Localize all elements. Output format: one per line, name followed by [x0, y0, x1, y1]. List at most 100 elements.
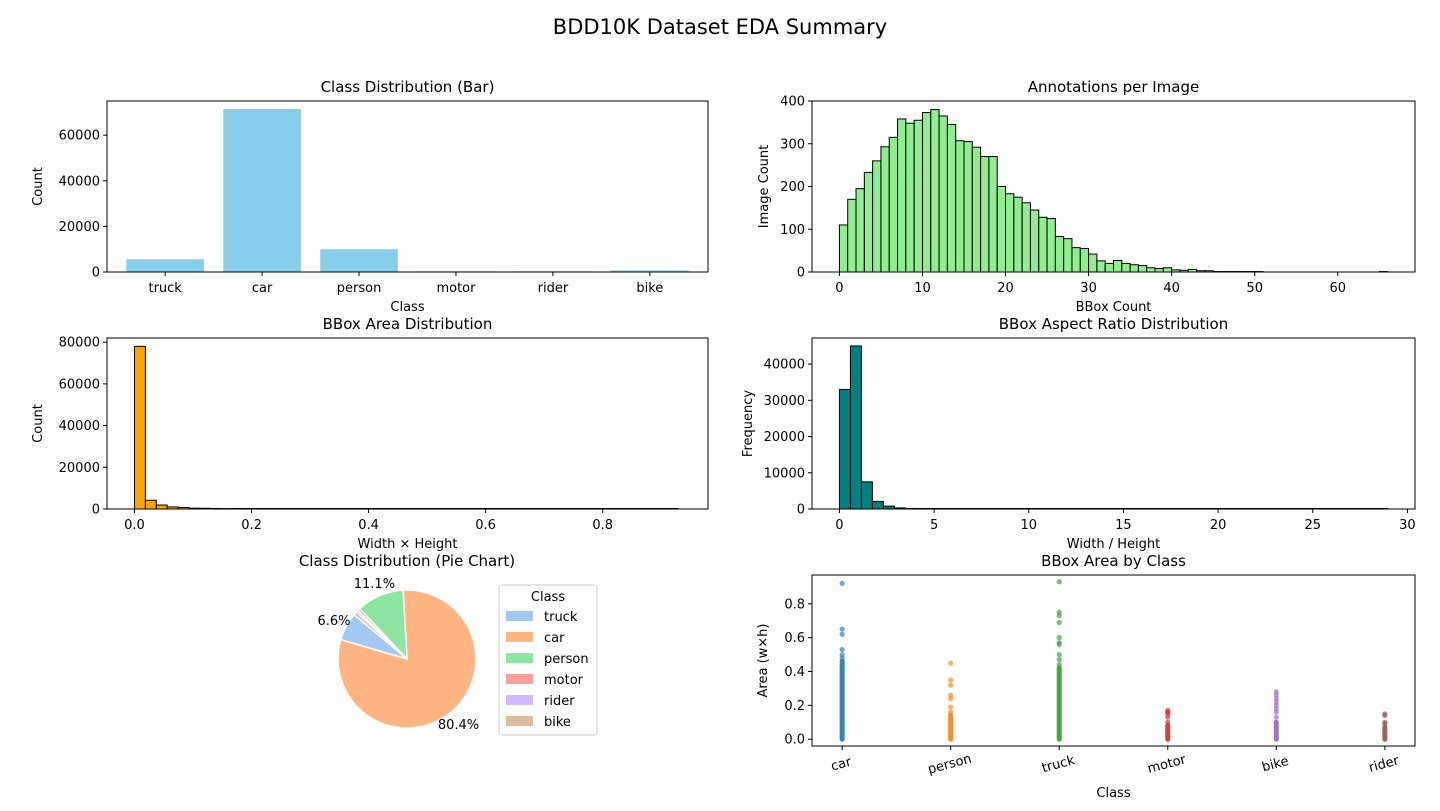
hist-bar — [897, 118, 907, 273]
class_bar-xtick-label: truck — [148, 281, 182, 296]
class_bar-ylabel: Count — [31, 167, 46, 206]
hist-bar — [913, 119, 923, 273]
area_hist-ytick-label: 80000 — [59, 336, 100, 351]
pie-legend-label-rider: rider — [544, 694, 575, 709]
point-truck — [1056, 651, 1062, 658]
class_bar-xtick-label: rider — [538, 281, 569, 296]
aspect_hist-ytick-label: 30000 — [764, 394, 805, 409]
hist-bar — [1088, 253, 1098, 273]
hist-bar — [849, 345, 862, 510]
hist-bar — [863, 171, 874, 273]
ann_hist-xlabel: BBox Count — [1076, 300, 1152, 315]
point-car — [839, 646, 845, 653]
area_hist-xtick-label: 0.4 — [358, 518, 379, 533]
pie-legend-swatch-motor — [506, 674, 533, 684]
hist-bar — [838, 388, 851, 510]
pie-legend-swatch-truck — [506, 611, 533, 621]
hist-bar — [1046, 218, 1056, 273]
hist-bar — [1013, 196, 1023, 273]
pie-legend-label-car: car — [544, 631, 565, 646]
pie-pct-truck: 6.6% — [317, 614, 350, 629]
hist-bar — [860, 481, 873, 510]
pie-legend-label-truck: truck — [544, 610, 578, 625]
ann_hist-ytick-label: 0 — [797, 266, 805, 281]
hist-bar — [905, 122, 915, 273]
hist-bar — [871, 500, 884, 510]
point-rider — [1382, 721, 1388, 727]
ann_hist-ytick-label: 100 — [780, 223, 805, 238]
pie-legend-swatch-person — [506, 653, 533, 663]
ann_hist-ytick-label: 300 — [780, 137, 805, 152]
pie-legend-label-motor: motor — [544, 673, 584, 688]
bar-bike — [611, 270, 689, 272]
point-person — [948, 682, 954, 688]
area_hist-xtick-label: 0.0 — [124, 518, 145, 533]
hist-bar — [1137, 265, 1148, 273]
hist-bar — [1063, 238, 1073, 273]
area_by_class-frame — [811, 574, 1416, 747]
ann_hist-xtick-label: 20 — [997, 281, 1014, 296]
pie-pct-car: 80.4% — [438, 718, 479, 733]
area_by_class-ytick-label: 0.6 — [784, 631, 805, 646]
hist-bar — [1104, 262, 1114, 273]
area_by_class-ytick-label: 0.2 — [784, 699, 805, 714]
figure-suptitle: BDD10K Dataset EDA Summary — [553, 15, 887, 39]
aspect_hist-xtick-label: 5 — [930, 518, 938, 533]
aspect_hist-xtick-label: 20 — [1210, 518, 1227, 533]
area_hist-xlabel: Width × Height — [358, 537, 458, 552]
class_bar-frame — [106, 100, 709, 273]
pie-legend-swatch-car — [506, 632, 533, 642]
aspect_hist-xtick-label: 15 — [1115, 518, 1132, 533]
aspect_hist-xtick-label: 30 — [1399, 518, 1416, 533]
pie-pct-person: 11.1% — [354, 577, 395, 592]
hist-bar — [1121, 262, 1131, 273]
pie-legend-label-person: person — [544, 652, 589, 667]
ann_hist-ytick-label: 400 — [780, 95, 805, 110]
point-bike — [1273, 709, 1279, 715]
point-truck — [1056, 662, 1062, 668]
point-car — [839, 626, 845, 632]
hist-bar — [980, 156, 990, 273]
class_bar-ytick-label: 20000 — [59, 220, 100, 235]
point-truck — [1056, 579, 1062, 585]
chart-class_bar: Class Distribution (Bar) 0 20000 40000 60000… — [31, 78, 709, 315]
hist-bar — [938, 115, 948, 273]
chart-area_hist: BBox Area Distribution 0 20000 40000 60000 80… — [31, 315, 709, 552]
ann_hist-xtick-label: 40 — [1163, 281, 1180, 296]
hist-bar — [1154, 268, 1164, 273]
ann_hist-xtick-label: 50 — [1246, 281, 1263, 296]
point-motor — [1165, 719, 1171, 725]
area_hist-ylabel: Count — [31, 404, 46, 443]
class_bar-xtick-label: person — [337, 281, 382, 296]
class_bar-ytick-label: 60000 — [59, 129, 100, 144]
point-person — [948, 677, 954, 683]
area_hist-ytick-label: 40000 — [59, 419, 100, 434]
class_pie-title: Class Distribution (Pie Chart) — [299, 552, 515, 570]
aspect_hist-xtick-label: 25 — [1304, 518, 1321, 533]
hist-bar — [1079, 247, 1090, 273]
hist-bar — [1162, 267, 1173, 273]
point-truck — [1056, 641, 1062, 648]
ann_hist-xtick-label: 30 — [1080, 281, 1097, 296]
point-person — [948, 709, 954, 715]
bar-person — [320, 249, 398, 272]
hist-bar — [1096, 260, 1106, 273]
point-motor — [1165, 714, 1171, 720]
aspect_hist-ytick-label: 20000 — [764, 430, 805, 445]
aspect_hist-ytick-label: 10000 — [764, 466, 805, 481]
point-truck — [1056, 613, 1062, 619]
area_hist-ytick-label: 20000 — [59, 461, 100, 476]
aspect_hist-xtick-label: 0 — [835, 518, 843, 533]
area_by_class-ytick-label: 0.8 — [784, 597, 805, 612]
hist-bar — [1054, 236, 1065, 273]
ann_hist-ylabel: Image Count — [757, 145, 772, 228]
hist-bar — [1146, 267, 1156, 273]
hist-bar — [144, 499, 157, 510]
pie-slice-bike — [353, 610, 408, 660]
point-truck — [1056, 657, 1062, 663]
pie-legend-swatch-bike — [506, 716, 533, 726]
point-person — [948, 695, 954, 702]
class_bar-ytick-label: 40000 — [59, 174, 100, 189]
